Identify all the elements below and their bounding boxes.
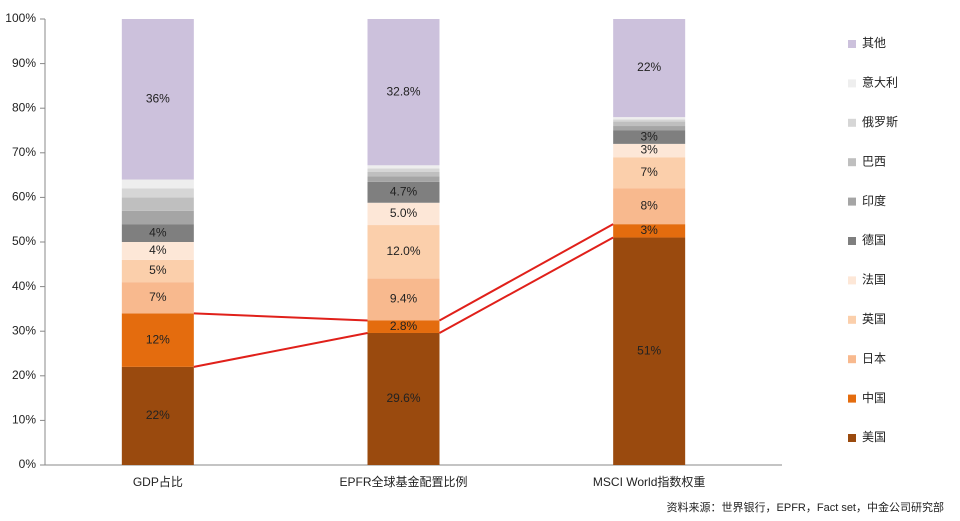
bar-segment: [121, 19, 194, 180]
data-label: 32.8%: [386, 84, 420, 98]
legend-swatch: [848, 197, 856, 206]
bar-segment: [613, 19, 686, 118]
data-label: 29.6%: [386, 391, 420, 405]
legend-swatch: [848, 158, 856, 167]
bar-segment: [121, 197, 194, 211]
bar-segment: [121, 210, 194, 225]
legend-swatch: [848, 394, 856, 403]
legend-swatch: [848, 118, 856, 127]
bar-segment: [367, 225, 440, 279]
source-note: 资料来源：世界银行，EPFR，Fact set，中金公司研究部: [667, 500, 944, 514]
legend-label: 其他: [862, 36, 886, 50]
bar-segment: [367, 176, 440, 182]
legend-swatch: [848, 355, 856, 364]
bar-segment: [613, 119, 686, 122]
y-tick-label: 40%: [12, 279, 36, 293]
connector-line: [193, 332, 368, 368]
bar-segment: [367, 320, 440, 333]
data-label: 4%: [149, 243, 167, 257]
bar-segment: [367, 181, 440, 203]
legend-label: 英国: [862, 312, 886, 326]
legend-swatch: [848, 276, 856, 285]
y-tick-label: 20%: [12, 368, 36, 382]
x-tick-label: GDP占比: [133, 474, 183, 489]
legend-label: 俄罗斯: [862, 115, 898, 129]
bar-segment: [121, 188, 194, 198]
y-tick-label: 80%: [12, 100, 36, 114]
connector-line: [439, 236, 614, 334]
legend-swatch: [848, 40, 856, 48]
bar-segment: [613, 126, 686, 131]
legend-label: 印度: [862, 193, 886, 208]
bar-segment: [367, 202, 440, 226]
data-label: 22%: [637, 60, 661, 74]
legend-swatch: [848, 434, 856, 442]
bar-segment: [367, 171, 440, 177]
bar-segment: [121, 242, 194, 260]
data-label: 3%: [640, 143, 658, 157]
data-label: 5%: [149, 263, 167, 277]
bar-segment: [613, 130, 686, 144]
data-label: 36%: [146, 91, 170, 105]
data-label: 22%: [146, 408, 170, 422]
bar-segment: [121, 313, 194, 367]
data-label: 51%: [637, 343, 661, 357]
data-label: 2.8%: [390, 319, 418, 333]
bar-segment: [121, 366, 194, 465]
data-label: 12.0%: [386, 244, 420, 258]
bar-segment: [613, 143, 686, 158]
legend-label: 中国: [862, 390, 886, 405]
data-label: 4%: [149, 225, 167, 239]
bar-segment: [367, 165, 440, 169]
bar-segment: [121, 179, 194, 189]
bar-segment: [121, 282, 194, 314]
legend-label: 巴西: [862, 154, 886, 168]
legend-swatch: [848, 315, 856, 324]
bar-segment: [121, 224, 194, 242]
bar-segment: [367, 19, 440, 166]
data-label: 7%: [640, 165, 658, 179]
data-label: 12%: [146, 332, 170, 346]
y-tick-label: 10%: [12, 413, 36, 427]
bar-segment: [613, 117, 686, 120]
legend-label: 法国: [862, 273, 886, 287]
bar-segment: [613, 224, 686, 238]
legend-label: 德国: [862, 232, 886, 247]
legend-swatch: [848, 79, 856, 88]
legend-swatch: [848, 237, 856, 245]
bar-segment: [367, 168, 440, 172]
y-tick-label: 100%: [5, 11, 36, 25]
bar-segment: [613, 188, 686, 225]
connector-line: [439, 223, 614, 322]
bar-segment: [613, 121, 686, 127]
data-label: 7%: [149, 290, 167, 304]
data-label: 9.4%: [390, 292, 418, 306]
y-tick-label: 60%: [12, 190, 36, 204]
x-tick-label: EPFR全球基金配置比例: [339, 474, 467, 489]
y-tick-label: 70%: [12, 145, 36, 159]
legend-label: 意大利: [862, 75, 898, 90]
bar-segment: [367, 278, 440, 321]
data-label: 8%: [640, 198, 658, 212]
legend-label: 美国: [862, 430, 886, 444]
data-label: 4.7%: [390, 184, 418, 198]
y-tick-label: 50%: [12, 234, 36, 248]
y-tick-label: 0%: [19, 457, 37, 471]
bar-segment: [613, 237, 686, 465]
connector-line: [193, 312, 368, 322]
x-tick-label: MSCI World指数权重: [593, 474, 705, 489]
bar-segment: [367, 332, 440, 465]
data-label: 3%: [640, 129, 658, 143]
bar-segment: [121, 259, 194, 283]
legend-label: 日本: [862, 351, 886, 365]
y-tick-label: 90%: [12, 56, 36, 70]
data-label: 3%: [640, 223, 658, 237]
bar-segment: [613, 157, 686, 189]
y-tick-label: 30%: [12, 323, 36, 337]
data-label: 5.0%: [390, 206, 418, 220]
